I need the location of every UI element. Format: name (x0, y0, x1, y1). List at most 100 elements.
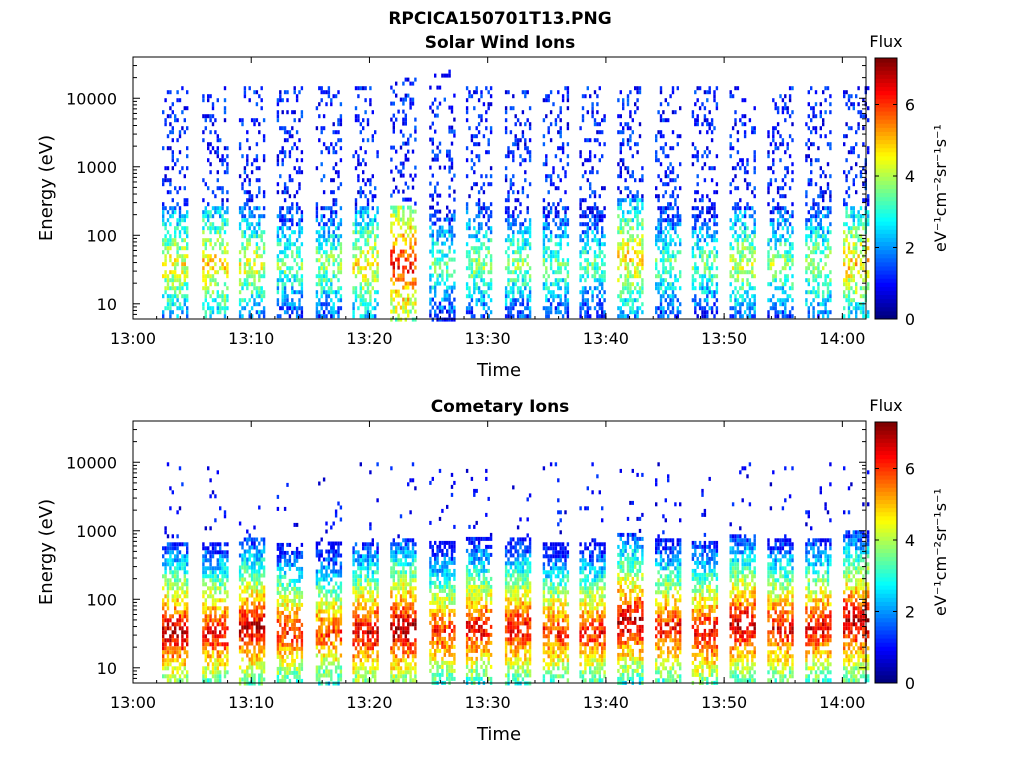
spectrogram-cell (207, 306, 210, 311)
spectrogram-cell (581, 106, 585, 111)
spectrogram-cell (586, 298, 589, 303)
spectrogram-cell (164, 558, 167, 563)
spectrogram-cell (601, 270, 604, 275)
spectrogram-cell (779, 134, 782, 139)
spectrogram-cell (429, 193, 432, 198)
spectrogram-cell (767, 250, 770, 255)
spectrogram-cell (248, 314, 251, 319)
spectrogram-cell (696, 302, 699, 307)
spectrogram-cell (409, 101, 412, 106)
spectrogram-cell (519, 210, 522, 215)
spectrogram-cell (166, 578, 170, 583)
spectrogram-cell (554, 186, 558, 191)
spectrogram-cell (736, 234, 740, 239)
spectrogram-cell (352, 314, 355, 319)
spectrogram-cell (448, 301, 451, 306)
spectrogram-cell (629, 290, 632, 295)
spectrogram-cell (516, 258, 520, 263)
spectrogram-cell (507, 190, 510, 195)
spectrogram-cell (295, 262, 299, 267)
spectrogram-cell (404, 285, 407, 290)
spectrogram-cell (322, 114, 326, 119)
spectrogram-cell (399, 253, 403, 258)
spectrogram-cell (250, 222, 254, 227)
spectrogram-cell (622, 226, 625, 231)
spectrogram-cell (327, 294, 331, 299)
spectrogram-cell (330, 242, 333, 247)
spectrogram-cell (734, 310, 737, 315)
spectrogram-cell (545, 314, 548, 319)
spectrogram-cell (226, 274, 229, 279)
spectrogram-cell (243, 270, 247, 275)
spectrogram-cell (826, 290, 830, 295)
spectrogram-cell (767, 186, 770, 191)
spectrogram-cell (516, 262, 520, 267)
spectrogram-cell (743, 222, 747, 227)
spectrogram-cell (480, 222, 483, 227)
spectrogram-cell (448, 193, 451, 198)
spectrogram-cell (276, 230, 280, 235)
spectrogram-cell (216, 178, 219, 183)
spectrogram-cell (216, 302, 219, 307)
spectrogram-cell (366, 122, 370, 127)
spectrogram-cell (657, 158, 660, 163)
spectrogram-cell (776, 122, 780, 127)
spectrogram-cell (315, 206, 319, 211)
spectrogram-cell (601, 278, 604, 283)
spectrogram-cell (659, 210, 663, 215)
spectrogram-cell (507, 198, 510, 203)
spectrogram-cell (279, 314, 282, 319)
spectrogram-cell (186, 202, 189, 207)
spectrogram-cell (325, 238, 328, 243)
spectrogram-cell (736, 270, 740, 275)
spectrogram-cell (283, 186, 287, 191)
spectrogram-cell (691, 142, 695, 147)
spectrogram-cell (584, 258, 587, 263)
spectrogram-cell (674, 258, 677, 263)
spectrogram-cell (202, 250, 205, 255)
spectrogram-cell (636, 222, 639, 227)
spectrogram-cell (706, 222, 709, 227)
spectrogram-cell (438, 305, 442, 310)
spectrogram-cell (564, 206, 567, 211)
colorbar-segment (875, 282, 897, 287)
spectrogram-cell (176, 254, 179, 259)
spectrogram-cell (739, 166, 742, 171)
spectrogram-cell (446, 297, 449, 302)
spectrogram-cell (166, 558, 170, 563)
spectrogram-cell (781, 142, 785, 147)
spectrogram-cell (223, 270, 227, 275)
spectrogram-cell (743, 290, 747, 295)
spectrogram-cell (784, 106, 787, 111)
spectrogram-cell (701, 314, 704, 319)
spectrogram-cell (791, 122, 794, 127)
spectrogram-cell (399, 233, 403, 238)
spectrogram-cell (434, 113, 437, 118)
spectrogram-cell (748, 182, 752, 187)
spectrogram-cell (626, 138, 630, 143)
spectrogram-cell (669, 254, 672, 259)
spectrogram-cell (586, 138, 589, 143)
spectrogram-cell (547, 214, 550, 219)
spectrogram-cell (409, 213, 412, 218)
spectrogram-cell (715, 190, 719, 195)
spectrogram-cell (545, 282, 548, 287)
spectrogram-cell (238, 290, 242, 295)
spectrogram-cell (364, 266, 367, 271)
spectrogram-cell (453, 257, 456, 262)
spectrogram-cell (429, 277, 432, 282)
spectrogram-cell (626, 266, 630, 271)
spectrogram-cell (867, 310, 870, 315)
spectrogram-cell (402, 297, 405, 302)
spectrogram-cell (524, 306, 527, 311)
spectrogram-cell (596, 238, 599, 243)
spectrogram-cell (664, 206, 667, 211)
spectrogram-cell (411, 225, 415, 230)
spectrogram-cell (524, 314, 527, 319)
spectrogram-cell (255, 206, 259, 211)
spectrogram-cell (524, 170, 527, 175)
spectrogram-cell (619, 170, 622, 175)
spectrogram-cell (528, 126, 532, 131)
spectrogram-cell (664, 210, 667, 215)
spectrogram-cell (657, 226, 660, 231)
